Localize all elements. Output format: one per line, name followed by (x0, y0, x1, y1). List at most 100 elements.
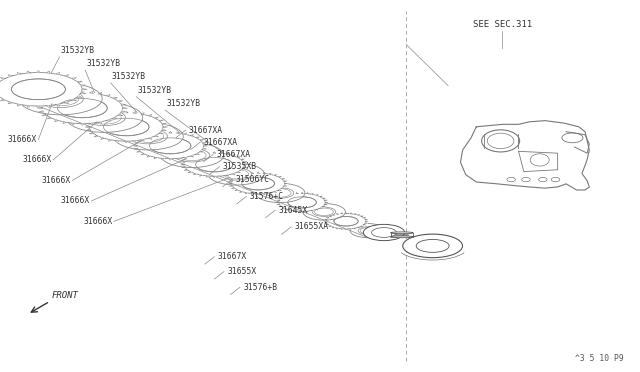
Text: 31532YB: 31532YB (138, 86, 172, 94)
Text: ^3 5 10 P9: ^3 5 10 P9 (575, 354, 624, 363)
Polygon shape (229, 185, 232, 186)
Polygon shape (86, 129, 91, 131)
Polygon shape (100, 115, 105, 116)
Polygon shape (284, 185, 287, 186)
Polygon shape (98, 93, 102, 94)
Polygon shape (42, 100, 47, 102)
Polygon shape (226, 153, 228, 154)
Text: 31532YB: 31532YB (166, 99, 200, 108)
Text: 31532YB: 31532YB (112, 72, 146, 81)
Polygon shape (251, 172, 253, 174)
Polygon shape (108, 113, 112, 115)
Polygon shape (296, 211, 298, 212)
Polygon shape (56, 73, 60, 74)
Polygon shape (193, 173, 196, 175)
Text: 31576+B: 31576+B (243, 283, 277, 292)
Text: 31666X: 31666X (8, 135, 37, 144)
Polygon shape (38, 111, 44, 112)
Polygon shape (365, 222, 367, 223)
Polygon shape (279, 206, 282, 207)
Polygon shape (89, 132, 94, 134)
Polygon shape (161, 158, 164, 160)
Polygon shape (90, 91, 93, 93)
Text: 31655XA: 31655XA (294, 222, 328, 231)
Polygon shape (325, 202, 328, 203)
Polygon shape (244, 164, 248, 165)
Polygon shape (154, 135, 159, 137)
Polygon shape (180, 164, 184, 165)
Polygon shape (324, 204, 327, 205)
Polygon shape (274, 191, 276, 193)
Ellipse shape (312, 207, 336, 217)
Polygon shape (169, 159, 172, 160)
Polygon shape (47, 117, 52, 119)
Polygon shape (38, 104, 44, 105)
Polygon shape (306, 211, 308, 212)
Polygon shape (133, 145, 137, 147)
Polygon shape (85, 126, 90, 128)
Polygon shape (269, 173, 271, 174)
Text: 31532YB: 31532YB (61, 46, 95, 55)
Polygon shape (282, 208, 285, 209)
Polygon shape (358, 227, 360, 228)
Polygon shape (36, 106, 40, 108)
Polygon shape (125, 141, 128, 143)
Polygon shape (46, 71, 50, 73)
Ellipse shape (350, 224, 386, 238)
Polygon shape (141, 153, 145, 155)
Polygon shape (89, 120, 94, 121)
Polygon shape (141, 113, 144, 115)
Polygon shape (36, 71, 40, 73)
Polygon shape (182, 167, 186, 168)
Polygon shape (46, 105, 50, 108)
Polygon shape (125, 111, 128, 113)
Polygon shape (239, 191, 243, 193)
Polygon shape (161, 132, 164, 134)
Polygon shape (94, 135, 99, 137)
Polygon shape (329, 226, 332, 227)
Polygon shape (176, 158, 179, 160)
Polygon shape (301, 211, 303, 212)
Polygon shape (278, 190, 282, 191)
Polygon shape (284, 181, 287, 182)
Polygon shape (106, 94, 110, 96)
Polygon shape (349, 229, 351, 230)
Polygon shape (98, 122, 102, 124)
Polygon shape (274, 174, 276, 176)
Ellipse shape (129, 129, 168, 144)
Polygon shape (257, 172, 259, 173)
Polygon shape (316, 209, 318, 210)
Ellipse shape (303, 203, 346, 220)
Polygon shape (228, 183, 232, 184)
Polygon shape (345, 229, 347, 230)
Polygon shape (81, 85, 86, 86)
Text: 31666X: 31666X (42, 176, 71, 185)
Polygon shape (134, 148, 138, 149)
Polygon shape (354, 228, 356, 229)
Text: SEE SEC.311: SEE SEC.311 (473, 20, 532, 29)
Polygon shape (72, 123, 75, 125)
Polygon shape (200, 151, 204, 152)
Polygon shape (162, 129, 166, 131)
Polygon shape (361, 226, 364, 227)
Polygon shape (193, 154, 196, 156)
Polygon shape (183, 133, 186, 135)
Polygon shape (279, 198, 282, 199)
Polygon shape (349, 213, 351, 214)
Polygon shape (319, 208, 323, 209)
Polygon shape (204, 145, 207, 147)
Polygon shape (116, 141, 120, 142)
Polygon shape (81, 91, 84, 93)
Polygon shape (206, 152, 209, 154)
Polygon shape (154, 157, 157, 159)
Polygon shape (332, 227, 335, 228)
Polygon shape (154, 117, 159, 119)
Polygon shape (27, 105, 31, 108)
Ellipse shape (0, 73, 82, 106)
Polygon shape (341, 213, 342, 214)
Polygon shape (54, 120, 59, 122)
Text: 31645X: 31645X (278, 206, 308, 215)
Polygon shape (269, 193, 271, 194)
Polygon shape (154, 133, 157, 135)
Polygon shape (159, 132, 163, 134)
